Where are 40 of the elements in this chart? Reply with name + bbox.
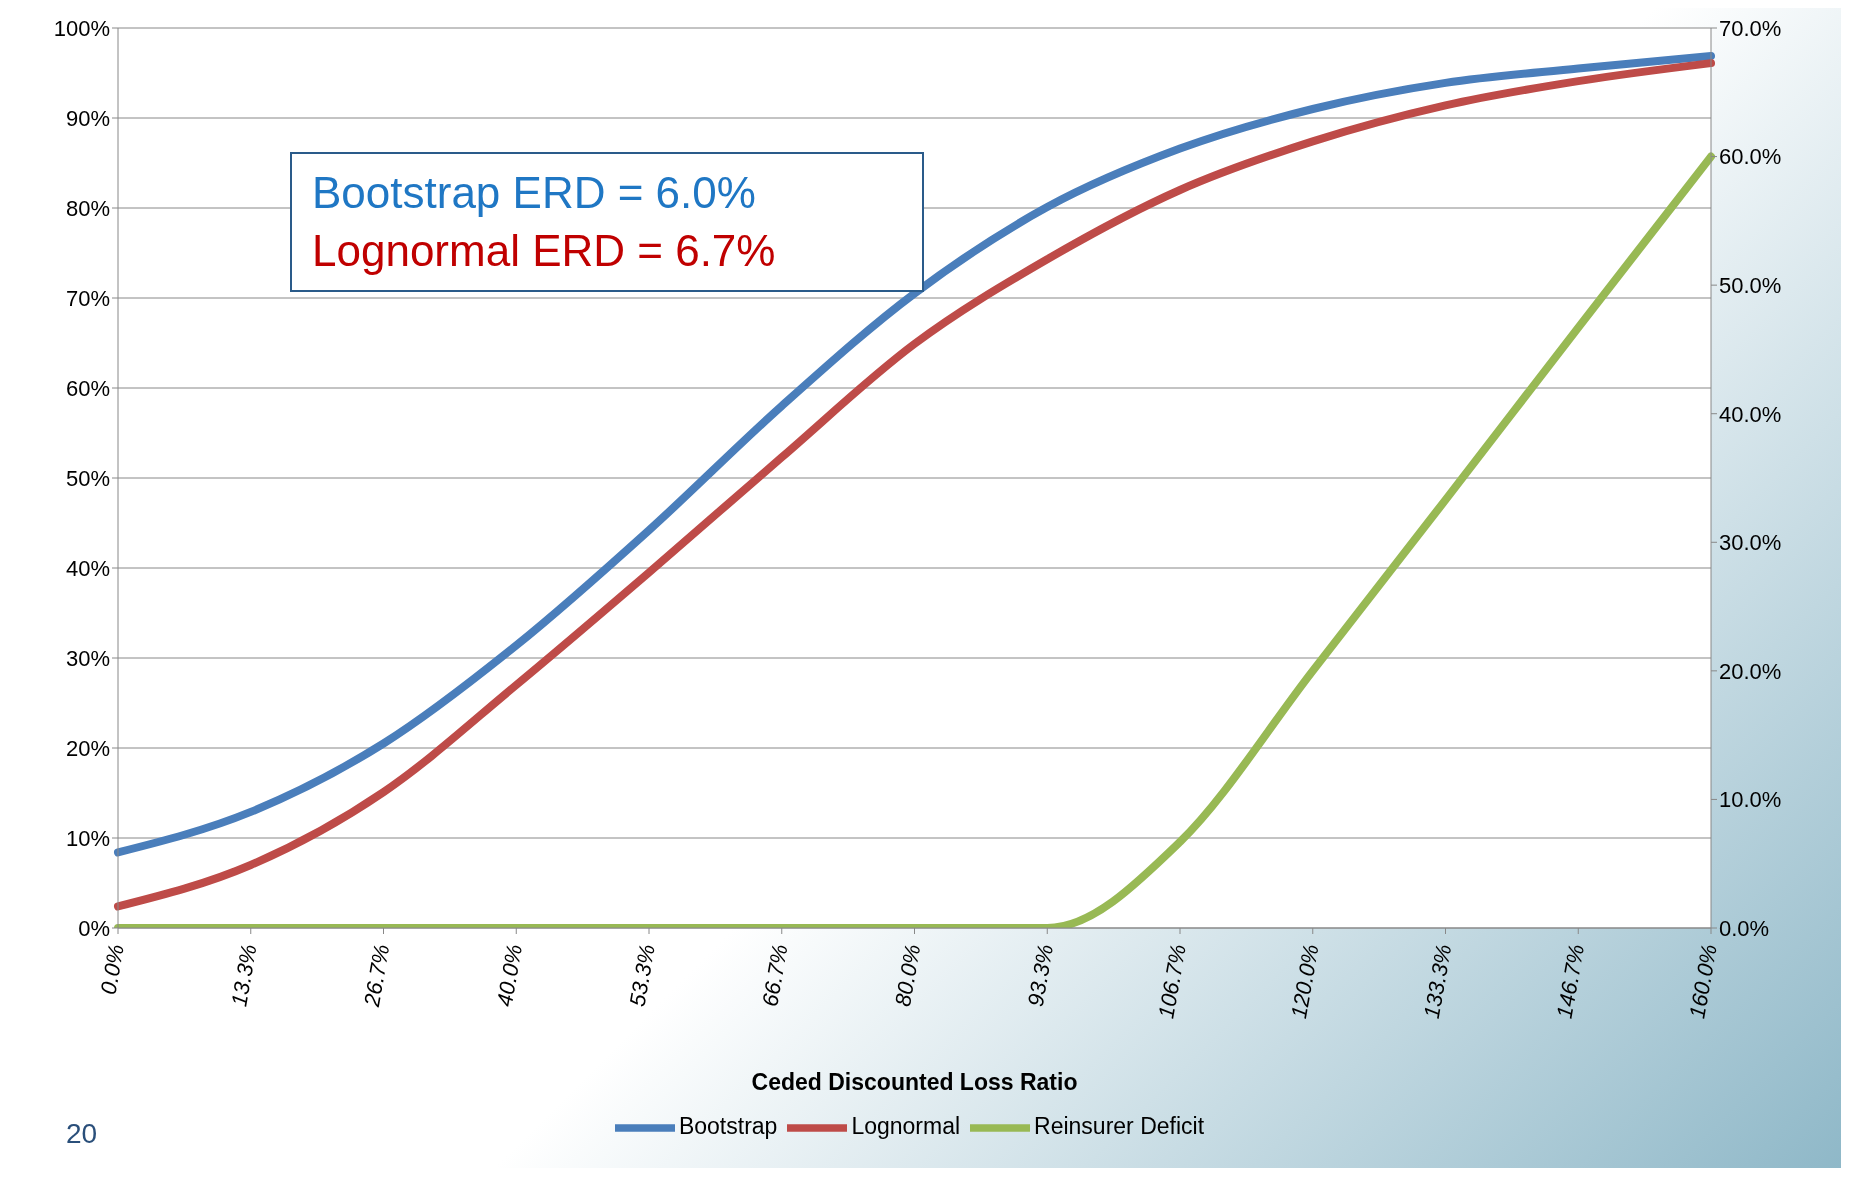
text-box: Bootstrap ERD = 6.0% Lognormal ERD = 6.7% [290, 152, 924, 292]
x-tick-label: 80.0% [889, 942, 926, 1009]
y-tick-label: 30% [65, 645, 110, 671]
legend-label: Lognormal [851, 1113, 961, 1140]
text: 20 [66, 1118, 98, 1150]
annotation: Lognormal ERD = 6.7% [312, 225, 777, 277]
y-tick-label: 70% [65, 285, 110, 311]
y-tick-label: 90% [65, 105, 110, 131]
legend-label: Bootstrap [678, 1113, 778, 1140]
x-axis-title: Ceded Discounted Loss Ratio [751, 1069, 1078, 1095]
y-tick-label: 80% [65, 195, 110, 221]
y-tick-label: 0% [78, 915, 110, 941]
y2-tick-label: 10.0% [1719, 787, 1782, 813]
annotation: Bootstrap ERD = 6.0% [312, 167, 757, 219]
x-tick-label: 106.7% [1153, 942, 1191, 1021]
x-tick-label: 53.3% [624, 942, 660, 1009]
legend-label: Reinsurer Deficit [1034, 1113, 1205, 1140]
x-tick-label: 13.3% [226, 942, 262, 1009]
y-tick-label: 60% [65, 375, 110, 401]
y-tick-label: 10% [65, 825, 110, 851]
y2-tick-label: 50.0% [1719, 272, 1782, 298]
x-tick-label: 120.0% [1286, 942, 1324, 1021]
y-tick-label: 100% [53, 15, 110, 41]
x-tick-label: 66.7% [757, 942, 793, 1009]
y2-tick-label: 70.0% [1719, 15, 1782, 41]
y-tick-label: 20% [65, 735, 110, 761]
x-tick-label: 93.3% [1022, 942, 1059, 1009]
y2-tick-label: 20.0% [1719, 658, 1782, 684]
x-tick-label: 26.7% [358, 942, 395, 1010]
y2-tick-label: 0.0% [1719, 915, 1770, 941]
y2-tick-label: 40.0% [1719, 401, 1782, 427]
x-tick-label: 146.7% [1551, 942, 1590, 1021]
y2-tick-label: 60.0% [1719, 144, 1782, 170]
x-tick-label: 40.0% [491, 942, 528, 1009]
x-tick-label: 133.3% [1418, 942, 1457, 1021]
x-tick-label: 160.0% [1684, 942, 1722, 1021]
y-tick-label: 40% [65, 555, 110, 581]
y-tick-label: 50% [65, 465, 110, 491]
x-tick-label: 0.0% [95, 942, 129, 997]
y2-tick-label: 30.0% [1719, 530, 1782, 556]
